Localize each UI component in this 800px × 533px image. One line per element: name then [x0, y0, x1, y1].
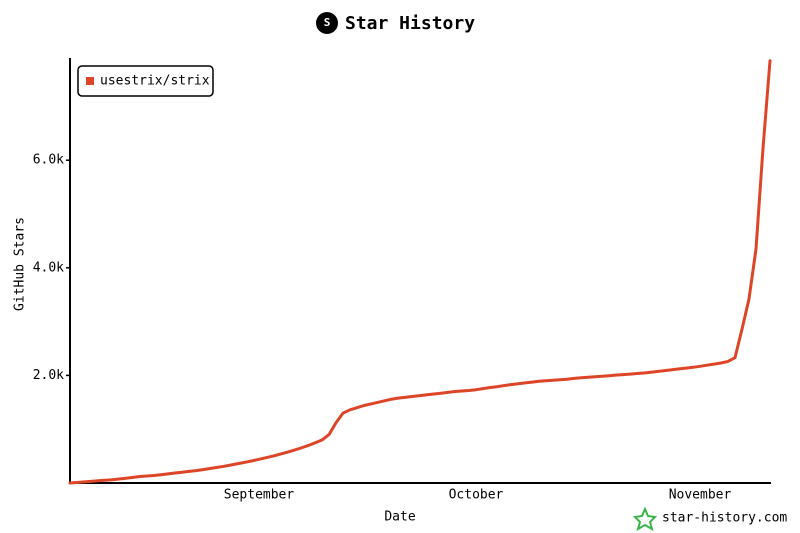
watermark-text[interactable]: star-history.com [662, 511, 787, 526]
line [68, 59, 772, 485]
chart-title: Star History [345, 13, 475, 34]
x-tick-label: September [224, 488, 295, 503]
y-tick-label: 2.0k [33, 368, 64, 383]
x-tick-label: November [669, 488, 732, 503]
logo-mark: S [324, 16, 331, 29]
legend-label: usestrix/strix [100, 74, 210, 89]
y-axis-label: GitHub Stars [13, 217, 28, 311]
x-axis-label: Date [384, 510, 415, 525]
y-tick-label: 6.0k [33, 153, 64, 168]
legend-box [77, 65, 214, 97]
logo [316, 12, 338, 34]
legend-swatch [86, 77, 94, 85]
legend: usestrix/strix [77, 65, 214, 97]
y-tick-label: 4.0k [33, 260, 64, 275]
x-tick-label: October [449, 488, 504, 503]
watermark[interactable]: star-history.com [632, 506, 787, 532]
watermark-icon [632, 506, 658, 532]
